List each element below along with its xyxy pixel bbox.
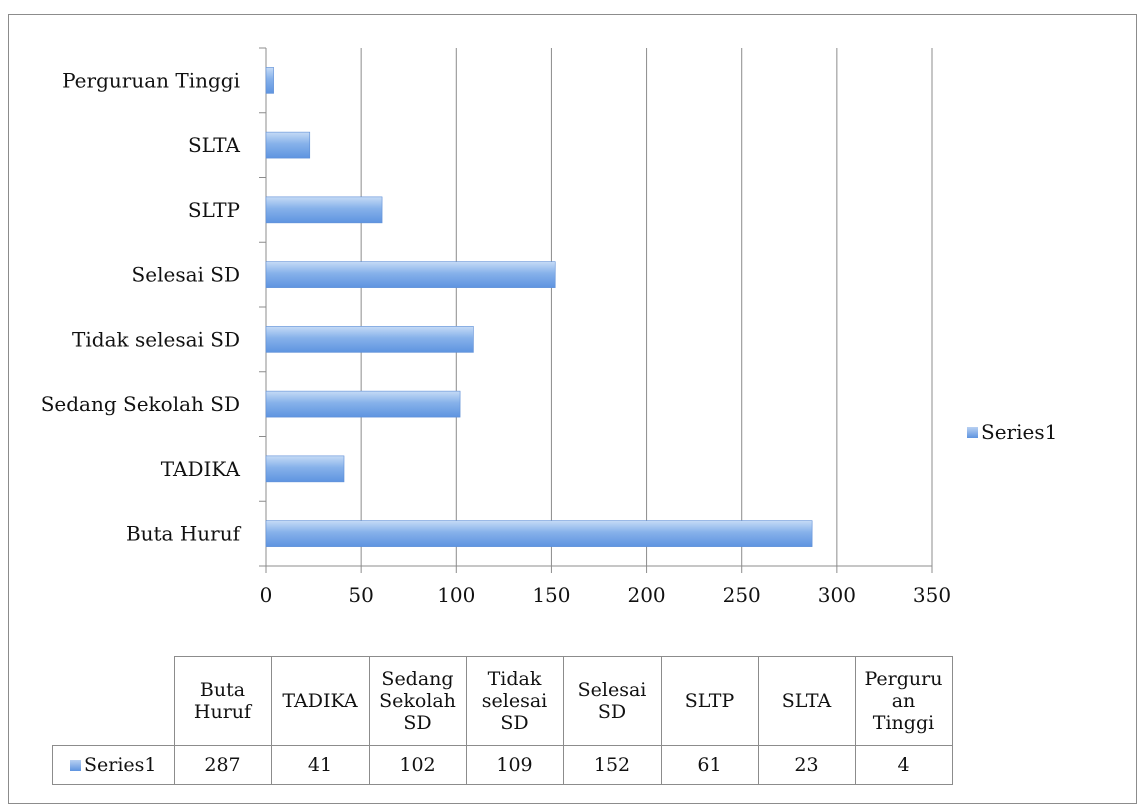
table-header-text: Sekolah bbox=[379, 690, 456, 712]
table-header-text: SD bbox=[597, 701, 627, 723]
x-tick-label: 150 bbox=[532, 583, 570, 607]
table-header-text: Selesai bbox=[577, 679, 647, 701]
bar bbox=[265, 131, 311, 159]
table-header-text: an bbox=[891, 690, 916, 712]
x-tick-label: 350 bbox=[913, 583, 951, 607]
legend-label: Series1 bbox=[981, 420, 1058, 444]
table-values-row: Series1 287 41 102 109 152 61 23 4 bbox=[52, 745, 953, 785]
category-label: SLTP bbox=[188, 198, 240, 222]
bar bbox=[265, 520, 813, 547]
x-tick-label: 300 bbox=[818, 583, 856, 607]
bar bbox=[265, 455, 345, 483]
x-tick-label: 100 bbox=[437, 583, 475, 607]
table-header-row: Buta Huruf TADIKA Sedang Sekolah SD Tidak seles… bbox=[52, 656, 953, 746]
x-tick-label: 200 bbox=[627, 583, 665, 607]
category-label: Perguruan Tinggi bbox=[62, 68, 240, 92]
table-header-cell: Buta Huruf bbox=[173, 656, 272, 746]
category-label: Tidak selesai SD bbox=[72, 327, 240, 351]
bar-chart: 0 50 100 150 200 250 300 350 Buta Huruf TADIKA Sed… bbox=[41, 47, 951, 607]
bar bbox=[265, 196, 383, 224]
table-value-cell: 41 bbox=[270, 745, 370, 785]
table-header-text: SLTA bbox=[781, 690, 832, 712]
table-series-label: Series1 bbox=[83, 754, 157, 776]
table-header-text: Tidak bbox=[487, 668, 542, 690]
table-header-cell: Perguru an Tinggi bbox=[854, 656, 953, 746]
bar bbox=[265, 390, 461, 418]
table-header-cell: Tidak selesai SD bbox=[465, 656, 564, 746]
category-label: SLTA bbox=[188, 133, 241, 157]
table-series-cell: Series1 bbox=[52, 745, 175, 785]
table-header-text: SD bbox=[500, 712, 529, 734]
legend: Series1 bbox=[967, 420, 1057, 444]
bar bbox=[265, 326, 474, 353]
table-header-text: Perguru bbox=[864, 668, 943, 690]
data-table: Buta Huruf TADIKA Sedang Sekolah SD Tidak seles… bbox=[52, 656, 953, 785]
table-value-cell: 23 bbox=[757, 745, 856, 785]
bar bbox=[265, 261, 556, 288]
x-tick-label: 50 bbox=[348, 583, 373, 607]
table-value-cell: 109 bbox=[465, 745, 564, 785]
category-label: Buta Huruf bbox=[126, 522, 242, 546]
table-header-cell: Selesai SD bbox=[562, 656, 662, 746]
table-header-text: Sedang bbox=[381, 668, 454, 690]
table-header-text: SD bbox=[403, 712, 432, 734]
table-header-text: Huruf bbox=[193, 701, 252, 723]
table-header-cell: TADIKA bbox=[270, 656, 370, 746]
table-header-text: Buta bbox=[199, 679, 246, 701]
table-header-text: SLTP bbox=[684, 690, 735, 712]
legend-swatch bbox=[967, 426, 978, 438]
table-header-cell: Sedang Sekolah SD bbox=[368, 656, 467, 746]
category-label: Sedang Sekolah SD bbox=[41, 392, 240, 416]
table-value-cell: 152 bbox=[562, 745, 662, 785]
x-tick-label: 0 bbox=[260, 583, 273, 607]
bar bbox=[265, 67, 274, 94]
table-value-cell: 102 bbox=[368, 745, 467, 785]
table-header-text: Tinggi bbox=[872, 712, 935, 734]
table-value-cell: 61 bbox=[660, 745, 759, 785]
table-value-cell: 4 bbox=[854, 745, 953, 785]
chart-frame: 0 50 100 150 200 250 300 350 Buta Huruf TADIKA Sed… bbox=[8, 14, 1137, 804]
table-corner-cell bbox=[52, 656, 175, 746]
category-label: Selesai SD bbox=[132, 263, 240, 287]
table-header-cell: SLTA bbox=[757, 656, 856, 746]
category-label: TADIKA bbox=[161, 457, 241, 481]
table-series-swatch bbox=[69, 760, 81, 771]
table-value-cell: 287 bbox=[173, 745, 272, 785]
x-tick-label: 250 bbox=[723, 583, 761, 607]
table-header-text: TADIKA bbox=[282, 690, 358, 712]
table-header-cell: SLTP bbox=[660, 656, 759, 746]
table-header-text: selesai bbox=[481, 690, 548, 712]
